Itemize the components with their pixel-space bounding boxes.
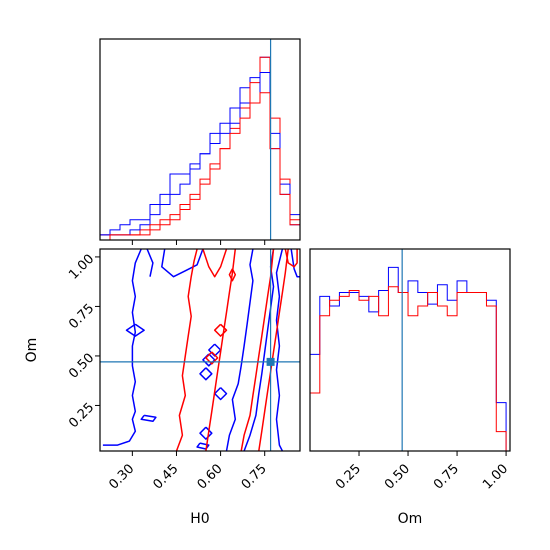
contour-blue-5 bbox=[243, 249, 275, 451]
contour-blue-6 bbox=[275, 249, 284, 451]
hist-Om-series-2 bbox=[310, 286, 507, 451]
contour-red-21 bbox=[284, 249, 298, 268]
contour-blue-9 bbox=[202, 353, 216, 367]
contour-red-19 bbox=[240, 249, 275, 451]
contour-blue-4 bbox=[225, 249, 254, 451]
contour-red-20 bbox=[258, 249, 289, 451]
contour-blue-14 bbox=[140, 414, 157, 423]
contour-red-17 bbox=[202, 249, 228, 278]
hist-Om-xtick-label: 0.50 bbox=[382, 461, 413, 492]
contour-blue-8 bbox=[125, 323, 145, 337]
hist-Om-xtick-label: 1.00 bbox=[480, 461, 511, 492]
ylabel-Om: Om bbox=[24, 338, 40, 363]
xlabel-H0: H0 bbox=[190, 511, 209, 527]
contour-xtick-label: 0.60 bbox=[195, 461, 226, 492]
contour-red-18 bbox=[205, 249, 237, 451]
contour-red-16 bbox=[175, 249, 198, 451]
contour-red-23 bbox=[205, 351, 219, 365]
contour-ytick-label: 1.00 bbox=[66, 252, 97, 283]
truth-marker bbox=[266, 357, 275, 366]
contour-ytick-label: 0.50 bbox=[66, 351, 97, 382]
hist-Om-xtick-label: 0.25 bbox=[333, 461, 364, 492]
contour-blue-11 bbox=[199, 367, 213, 381]
contour-blue-3 bbox=[161, 249, 204, 278]
contour-xtick-label: 0.30 bbox=[106, 461, 137, 492]
contour-blue-13 bbox=[213, 387, 228, 401]
contour-red-24 bbox=[228, 268, 237, 282]
contour-red-22 bbox=[213, 323, 228, 337]
contour-blue-12 bbox=[199, 426, 213, 440]
contour-xtick-label: 0.75 bbox=[239, 461, 270, 492]
contour-ytick-label: 0.25 bbox=[66, 400, 97, 431]
xlabel-Om: Om bbox=[398, 511, 423, 527]
contour-ytick-label: 0.75 bbox=[66, 301, 97, 332]
hist-H0-frame bbox=[99, 38, 301, 241]
contour-blue-7 bbox=[290, 249, 300, 278]
contour-frame bbox=[99, 248, 301, 452]
hist-Om-xtick-label: 0.75 bbox=[431, 461, 462, 492]
contour-blue-1 bbox=[102, 249, 142, 446]
contour-blue-2 bbox=[146, 249, 154, 277]
hist-Om-frame bbox=[309, 248, 511, 452]
contour-xtick-label: 0.45 bbox=[150, 461, 181, 492]
